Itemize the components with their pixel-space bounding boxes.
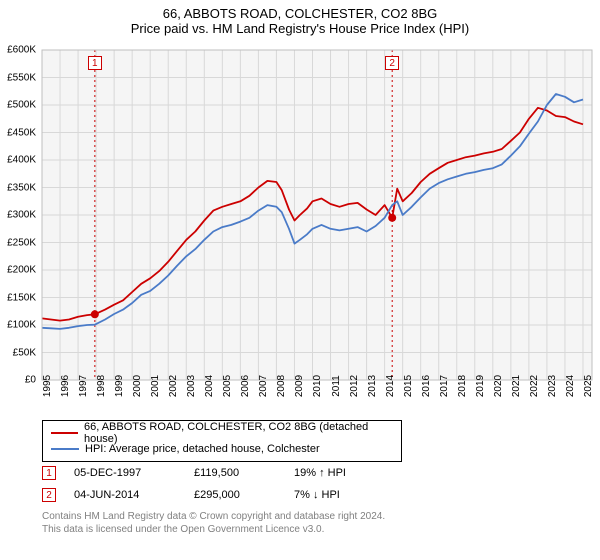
sale-pct-1: 19% ↑ HPI xyxy=(294,467,394,479)
y-axis-label: £550K xyxy=(7,72,36,83)
y-axis-label: £150K xyxy=(7,292,36,303)
chart-area: £0£50K£100K£150K£200K£250K£300K£350K£400… xyxy=(42,50,592,380)
x-axis-label: 2007 xyxy=(258,375,269,397)
x-axis-label: 2013 xyxy=(367,375,378,397)
sale-date-1: 05-DEC-1997 xyxy=(74,467,194,479)
x-axis-label: 2012 xyxy=(349,375,360,397)
x-axis-label: 2000 xyxy=(132,375,143,397)
x-axis-label: 2011 xyxy=(331,375,342,397)
y-axis-label: £450K xyxy=(7,127,36,138)
x-axis-label: 2006 xyxy=(240,375,251,397)
x-axis-label: 2005 xyxy=(222,375,233,397)
x-axis-label: 1995 xyxy=(42,375,53,397)
x-axis-label: 1998 xyxy=(96,375,107,397)
x-axis-label: 2003 xyxy=(186,375,197,397)
y-axis-label: £500K xyxy=(7,100,36,111)
sale-marker-2: 2 xyxy=(42,488,56,502)
sale-vertical-marker: 2 xyxy=(385,56,399,70)
y-axis-label: £400K xyxy=(7,155,36,166)
chart-title-block: 66, ABBOTS ROAD, COLCHESTER, CO2 8BG Pri… xyxy=(0,0,600,36)
x-axis-label: 2002 xyxy=(168,375,179,397)
y-axis-label: £100K xyxy=(7,320,36,331)
y-axis-label: £0 xyxy=(25,375,36,386)
x-axis-label: 2014 xyxy=(385,375,396,397)
x-axis-label: 1997 xyxy=(78,375,89,397)
sale-pct-2: 7% ↓ HPI xyxy=(294,489,394,501)
footer-text: Contains HM Land Registry data © Crown c… xyxy=(42,510,385,536)
footer-line-2: This data is licensed under the Open Gov… xyxy=(42,523,385,536)
sale-date-2: 04-JUN-2014 xyxy=(74,489,194,501)
x-axis-label: 2010 xyxy=(312,375,323,397)
x-axis-label: 2008 xyxy=(276,375,287,397)
sales-row-2: 2 04-JUN-2014 £295,000 7% ↓ HPI xyxy=(42,484,394,506)
x-axis-label: 2021 xyxy=(511,375,522,397)
x-axis-label: 2019 xyxy=(475,375,486,397)
x-axis-label: 2025 xyxy=(583,375,594,397)
x-axis-label: 1999 xyxy=(114,375,125,397)
sales-row-1: 1 05-DEC-1997 £119,500 19% ↑ HPI xyxy=(42,462,394,484)
x-axis-label: 2015 xyxy=(403,375,414,397)
sale-price-1: £119,500 xyxy=(194,467,294,479)
y-axis-label: £300K xyxy=(7,210,36,221)
title-subtitle: Price paid vs. HM Land Registry's House … xyxy=(0,21,600,36)
legend-label-hpi: HPI: Average price, detached house, Colc… xyxy=(85,443,320,455)
sale-price-2: £295,000 xyxy=(194,489,294,501)
x-axis-label: 2020 xyxy=(493,375,504,397)
x-axis-label: 2016 xyxy=(421,375,432,397)
x-axis-label: 2018 xyxy=(457,375,468,397)
sales-table: 1 05-DEC-1997 £119,500 19% ↑ HPI 2 04-JU… xyxy=(42,462,394,506)
x-axis-label: 2009 xyxy=(294,375,305,397)
y-axis-label: £200K xyxy=(7,265,36,276)
chart-svg xyxy=(42,50,592,380)
y-axis-label: £250K xyxy=(7,237,36,248)
legend-swatch-property xyxy=(51,432,78,434)
legend-row-property: 66, ABBOTS ROAD, COLCHESTER, CO2 8BG (de… xyxy=(51,425,393,441)
y-axis-label: £50K xyxy=(13,347,36,358)
x-axis-label: 2023 xyxy=(547,375,558,397)
x-axis-label: 2004 xyxy=(204,375,215,397)
sale-vertical-marker: 1 xyxy=(88,56,102,70)
footer-line-1: Contains HM Land Registry data © Crown c… xyxy=(42,510,385,523)
x-axis-label: 2024 xyxy=(565,375,576,397)
sale-marker-1: 1 xyxy=(42,466,56,480)
legend-label-property: 66, ABBOTS ROAD, COLCHESTER, CO2 8BG (de… xyxy=(84,421,393,445)
legend-swatch-hpi xyxy=(51,448,79,450)
legend-box: 66, ABBOTS ROAD, COLCHESTER, CO2 8BG (de… xyxy=(42,420,402,462)
y-axis-label: £600K xyxy=(7,45,36,56)
title-address: 66, ABBOTS ROAD, COLCHESTER, CO2 8BG xyxy=(0,6,600,21)
x-axis-label: 2022 xyxy=(529,375,540,397)
y-axis-label: £350K xyxy=(7,182,36,193)
x-axis-label: 2017 xyxy=(439,375,450,397)
x-axis-label: 2001 xyxy=(150,375,161,397)
x-axis-label: 1996 xyxy=(60,375,71,397)
